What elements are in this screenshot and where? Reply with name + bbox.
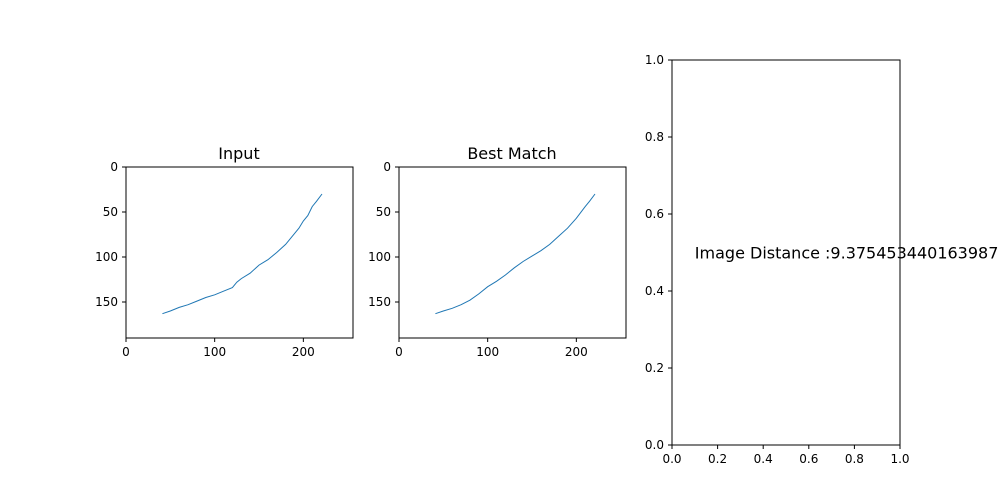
panel-input-series-line <box>162 193 323 315</box>
panel-distance-xtick-label: 0.6 <box>799 452 818 466</box>
panel-input-title: Input <box>218 144 259 163</box>
panel-distance-xtick-label: 0.4 <box>754 452 773 466</box>
panel-input-xtick-label: 0 <box>122 345 130 359</box>
panel-input-ytick-label: 0 <box>110 160 118 174</box>
panel-distance: 0.0 0.2 0.4 0.6 0.8 1.0 0.0 0.2 0.4 0.6 0.8 1.0 Ima… <box>645 53 998 466</box>
panel-input-ytick-label: 150 <box>95 295 118 309</box>
panel-best-match-ytick-label: 150 <box>368 295 391 309</box>
panel-best-match-title: Best Match <box>467 144 556 163</box>
panel-distance-frame <box>671 59 901 446</box>
panel-input-ytick-label: 100 <box>95 250 118 264</box>
panel-input-ytick-label: 50 <box>103 205 118 219</box>
panel-best-match-ytick-label: 0 <box>383 160 391 174</box>
panel-distance-ytick-label: 0.8 <box>645 130 664 144</box>
panel-distance-xtick-label: 0.0 <box>662 452 681 466</box>
panel-best-match-xtick-label: 200 <box>565 345 588 359</box>
panel-input-frame <box>125 166 354 339</box>
panel-best-match-series-line <box>435 193 596 315</box>
panel-input-xtick-label: 100 <box>203 345 226 359</box>
panel-best-match: Best Match 0 100 200 0 50 100 150 <box>368 144 627 359</box>
panel-distance-ytick-label: 0.6 <box>645 207 664 221</box>
panel-input: Input 0 100 200 0 50 100 150 <box>95 144 354 359</box>
panel-distance-ytick-label: 0.4 <box>645 284 664 298</box>
panel-distance-ytick-label: 0.2 <box>645 361 664 375</box>
panel-best-match-ytick-label: 50 <box>376 205 391 219</box>
panel-best-match-xtick-label: 100 <box>476 345 499 359</box>
panel-distance-xtick-label: 0.2 <box>708 452 727 466</box>
panel-distance-xtick-label: 1.0 <box>890 452 909 466</box>
panel-distance-ytick-label: 1.0 <box>645 53 664 67</box>
image-distance-annotation: Image Distance :9.375453440163987 <box>695 244 999 263</box>
panel-distance-xtick-label: 0.8 <box>845 452 864 466</box>
panel-best-match-ytick-label: 100 <box>368 250 391 264</box>
panel-best-match-xtick-label: 0 <box>395 345 403 359</box>
panel-best-match-frame <box>398 166 627 339</box>
panel-input-xtick-label: 200 <box>292 345 315 359</box>
panel-distance-ytick-label: 0.0 <box>645 438 664 452</box>
